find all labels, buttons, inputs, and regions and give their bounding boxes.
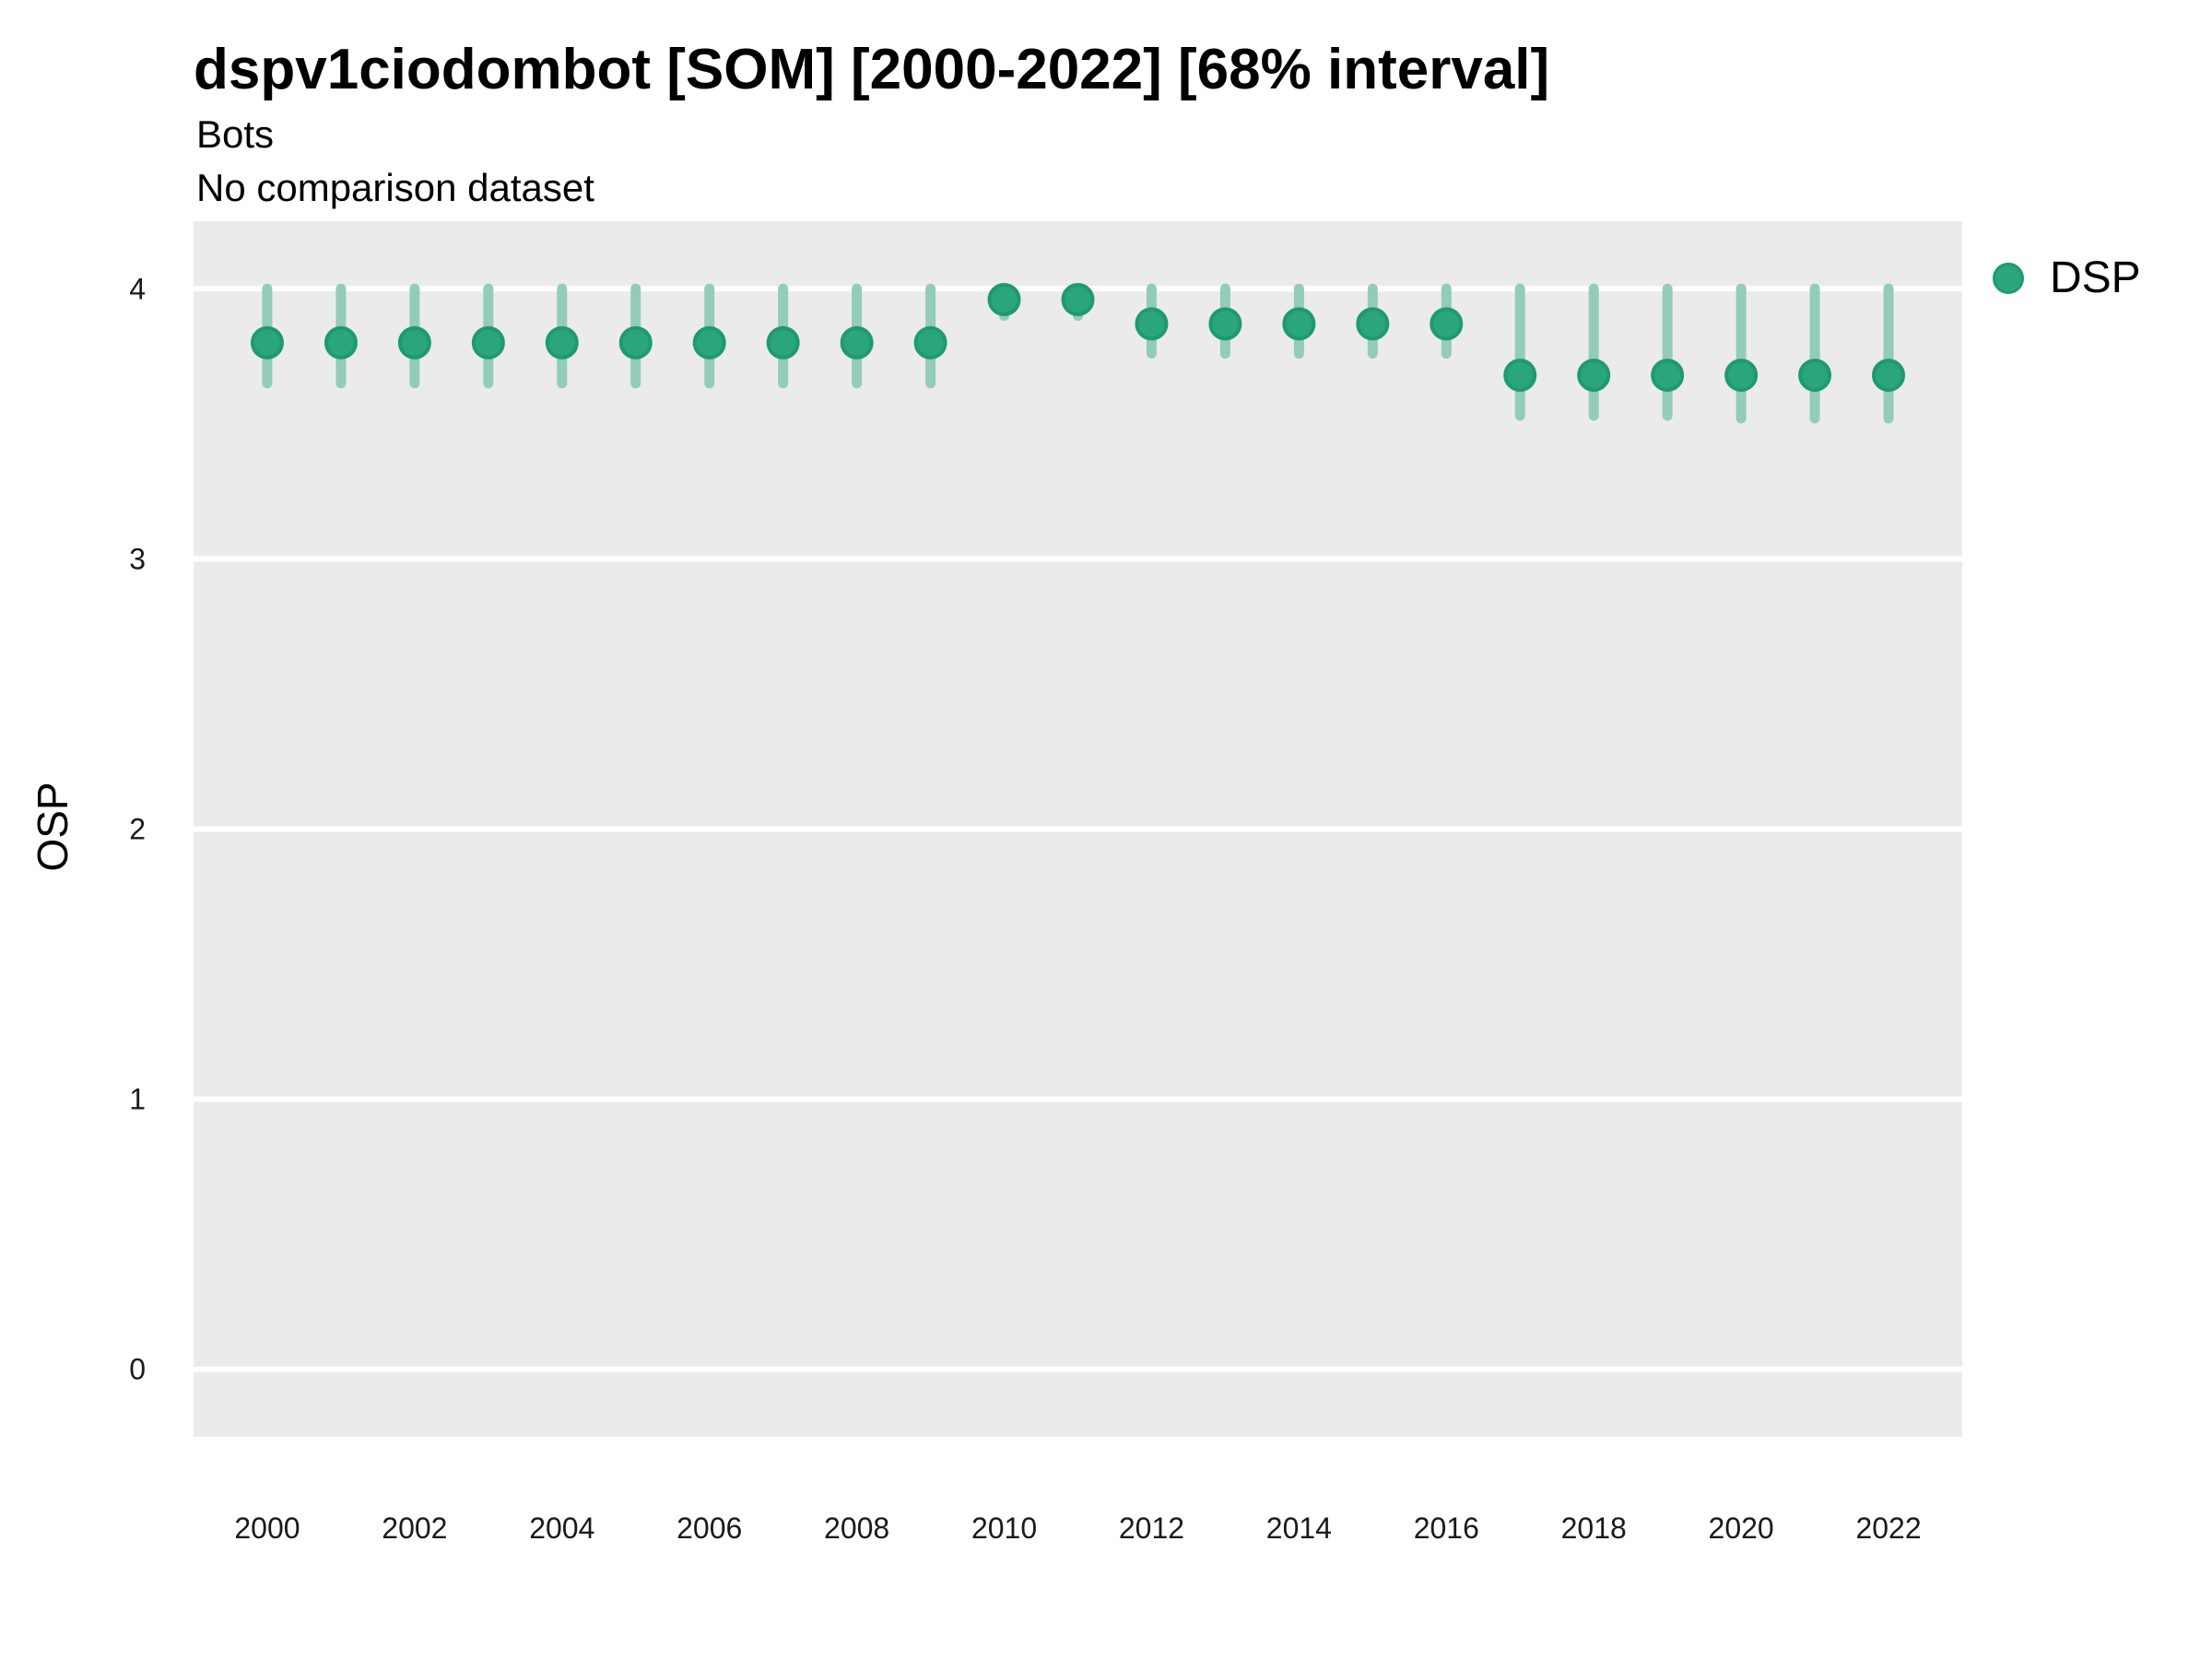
x-tick-label: 2000 (234, 1512, 300, 1545)
pointrange-2013 (1208, 283, 1242, 359)
pointrange-2000 (250, 283, 284, 389)
point-marker (1651, 359, 1685, 393)
pointrange-2004 (545, 283, 579, 389)
pointrange-2006 (692, 283, 726, 389)
x-tick-label: 2018 (1561, 1512, 1627, 1545)
pointrange-2012 (1135, 283, 1169, 359)
pointrange-2010 (987, 283, 1021, 322)
point-marker (766, 325, 800, 359)
y-axis-title: OSP (29, 782, 76, 872)
x-tick-label: 2002 (382, 1512, 447, 1545)
point-marker (1061, 283, 1095, 317)
x-tick-label: 2012 (1119, 1512, 1184, 1545)
pointrange-2019 (1651, 283, 1685, 421)
pointrange-2002 (397, 283, 431, 389)
pointrange-2017 (1503, 283, 1537, 421)
point-marker (1872, 359, 1906, 393)
pointrange-2014 (1282, 283, 1316, 359)
x-tick-label: 2020 (1709, 1512, 1774, 1545)
point-marker (840, 325, 874, 359)
pointrange-2005 (618, 283, 653, 389)
x-tick-label: 2010 (971, 1512, 1037, 1545)
y-tick-label: 0 (129, 1353, 146, 1386)
pointrange-2016 (1430, 283, 1464, 359)
point-marker (913, 325, 947, 359)
point-marker (692, 325, 726, 359)
chart-title: dspv1ciodombot [SOM] [2000-2022] [68% in… (194, 38, 1550, 101)
y-tick-label: 3 (129, 542, 146, 575)
pointrange-2009 (913, 283, 947, 389)
point-marker (1577, 359, 1611, 393)
point-marker (545, 325, 579, 359)
point-marker (1135, 307, 1169, 341)
point-marker (1798, 359, 1832, 393)
pointrange-2018 (1577, 283, 1611, 421)
y-tick-label: 1 (129, 1083, 146, 1116)
pointrange-2022 (1872, 283, 1906, 424)
y-tick-label: 4 (129, 272, 146, 305)
comparison-note: No comparison dataset (196, 166, 594, 209)
x-tick-label: 2008 (824, 1512, 889, 1545)
x-tick-label: 2006 (677, 1512, 742, 1545)
y-tick-label: 2 (129, 813, 146, 846)
legend-key-dot (1993, 262, 2024, 294)
point-marker (1208, 307, 1242, 341)
point-marker (1282, 307, 1316, 341)
pointrange-2020 (1724, 283, 1759, 424)
x-tick-label: 2014 (1266, 1512, 1332, 1545)
point-marker (987, 283, 1021, 317)
pointrange-2021 (1798, 283, 1832, 424)
point-marker (1430, 307, 1464, 341)
point-marker (471, 325, 505, 359)
point-marker (1356, 307, 1390, 341)
pointrange-2008 (840, 283, 874, 389)
pointrange-2015 (1356, 283, 1390, 359)
point-marker (250, 325, 284, 359)
legend-label: DSP (2050, 253, 2141, 302)
x-tick-label: 2022 (1855, 1512, 1921, 1545)
pointrange-2003 (471, 283, 505, 389)
legend: DSP (1993, 253, 2141, 303)
pointrange-2007 (766, 283, 800, 389)
point-marker (1503, 359, 1537, 393)
pointrange-2011 (1061, 283, 1095, 322)
point-marker (397, 325, 431, 359)
pointrange-2001 (324, 283, 358, 389)
point-marker (1724, 359, 1759, 393)
x-tick-label: 2004 (529, 1512, 594, 1545)
point-marker (618, 325, 653, 359)
point-marker (324, 325, 358, 359)
chart-subtitle: Bots (196, 112, 275, 156)
x-tick-label: 2016 (1414, 1512, 1479, 1545)
